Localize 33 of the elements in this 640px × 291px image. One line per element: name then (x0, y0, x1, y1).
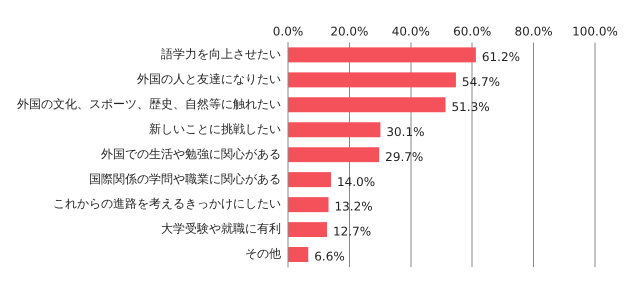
y-tick-label: これからの進路を考えるきっかけにしたい (53, 196, 281, 211)
bar (288, 47, 476, 62)
x-tick-label: 40.0% (392, 24, 430, 38)
bar (288, 197, 329, 212)
bar (288, 247, 308, 262)
y-tick-label: 外国の人と友達になりたい (137, 72, 281, 86)
y-tick-label: 外国の文化、スポーツ、歴史、自然等に触れたい (17, 96, 281, 111)
y-tick-label: 新しいことに挑戦したい (149, 122, 281, 136)
bar (288, 147, 380, 162)
data-label: 6.6% (314, 250, 345, 264)
y-tick-label: 語学力を向上させたい (161, 47, 281, 62)
x-tick-label: 80.0% (514, 24, 553, 38)
bar (288, 97, 446, 112)
bar (288, 122, 380, 138)
y-tick-label: 外国での生活や勉強に関心がある (101, 146, 281, 161)
y-tick-label: 国際関係の学問や職業に関心がある (89, 172, 281, 186)
bar (288, 172, 331, 188)
data-label: 61.2% (482, 50, 520, 64)
data-label: 14.0% (336, 174, 376, 189)
data-label: 54.7% (462, 74, 500, 89)
x-tick-label: 100.0% (572, 24, 618, 38)
y-tick-label: その他 (245, 246, 281, 261)
x-tick-label: 20.0% (330, 24, 368, 38)
data-label: 12.7% (332, 224, 372, 239)
y-tick-label: 大学受験や就職に有利 (161, 222, 281, 236)
data-label: 30.1% (386, 124, 425, 139)
bar (288, 222, 327, 238)
data-label: 29.7% (385, 150, 424, 164)
data-label: 13.2% (334, 200, 373, 214)
x-tick-label: 0.0% (272, 24, 304, 38)
data-label: 51.3% (451, 100, 490, 114)
bar (288, 72, 456, 88)
x-tick-label: 60.0% (453, 24, 492, 38)
